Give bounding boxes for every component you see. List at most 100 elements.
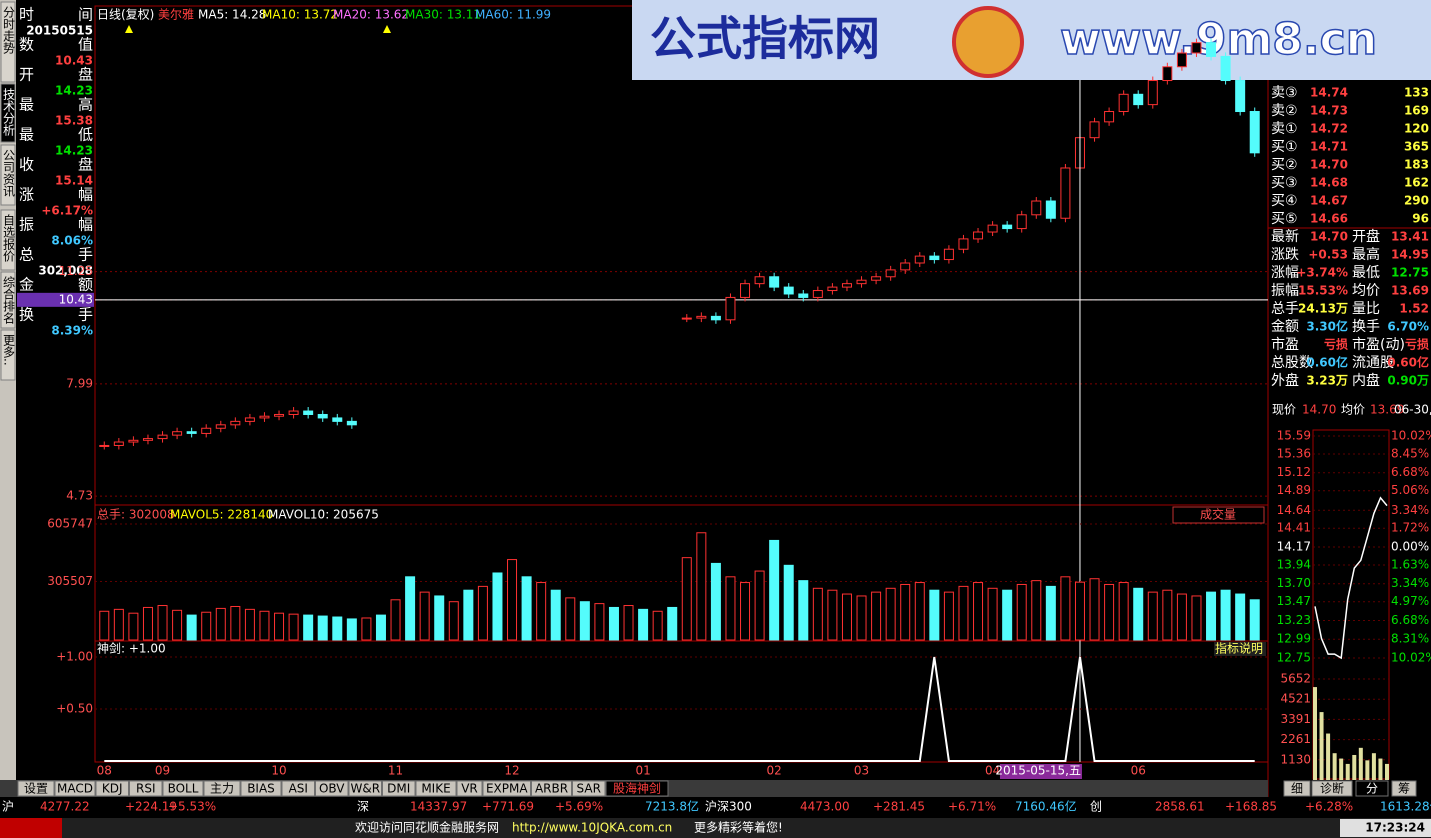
volume-bar [769,539,780,641]
volume-bar [638,608,649,641]
bottom-tab-label[interactable]: EXPMA [486,782,528,796]
volume-bar [827,589,838,641]
sidebar-tab[interactable] [0,83,16,143]
bottom-tab[interactable] [17,780,55,797]
sidebar-tab[interactable] [0,329,16,381]
candle-body [696,315,707,319]
bottom-tab-label[interactable]: 股海神剑 [613,781,661,796]
mini-tab[interactable] [1283,780,1311,797]
sidebar-tab-label[interactable]: 综合排名 [2,276,16,324]
bottom-tab[interactable] [382,780,416,797]
bottom-tab-label[interactable]: 设置 [24,782,48,796]
sidebar-tab[interactable] [0,1,16,83]
stat-value: 6.70% [1387,320,1429,334]
x-tick-label: 01 [635,764,650,778]
bottom-tab[interactable] [482,780,531,797]
bottom-tab-label[interactable]: MACD [57,782,93,796]
bottom-tab[interactable] [54,780,96,797]
order-price: 14.72 [1310,122,1348,136]
volume-bar [565,597,576,641]
footer-welcome: 欢迎访问同花顺金融服务网 [355,820,499,835]
bottom-tab[interactable] [605,780,669,797]
sidebar-tab-label[interactable]: 技术分析 [2,88,16,137]
volume-bar [1031,580,1042,641]
sidebar-tab-label[interactable]: 自选报价 [2,214,16,262]
indicator-line [104,656,1255,762]
sidebar-tab[interactable] [0,271,16,329]
mini-tab-label[interactable]: 诊断 [1320,781,1344,796]
mini-tab-label[interactable]: 细 [1291,782,1303,796]
stat-label: 均价 [1352,283,1380,299]
stat-value: 亏损 [1405,337,1429,352]
volume-bar [477,585,488,641]
cursor-date-box [999,764,1082,779]
bottom-tab[interactable] [240,780,282,797]
volume-bar [914,582,925,641]
bottom-tab[interactable] [129,780,163,797]
bottom-tab-label[interactable]: VR [461,782,478,796]
mini-tab[interactable] [1355,780,1389,797]
sidebar-tab[interactable] [0,209,16,271]
info-value: 8.39% [51,324,93,338]
bottom-tab[interactable] [348,780,382,797]
bottom-tab[interactable] [415,780,457,797]
y-tick-label: 15.12 [1277,465,1311,479]
bottom-tab[interactable] [281,780,315,797]
x-tick-label: 03 [854,764,869,778]
banner-title: 公式指标网 [650,12,880,66]
mini-tab-label[interactable]: 筹 [1398,782,1410,796]
intraday-volume-bar [1378,758,1383,780]
bottom-tab-label[interactable]: SAR [577,782,601,796]
bottom-tab-label[interactable]: ARBR [535,782,568,796]
order-label: 卖① [1271,121,1298,137]
info-label: 值 [78,36,93,54]
candle-body [1220,55,1231,82]
candle-body [303,410,314,415]
indicator-select[interactable] [1172,506,1265,524]
sidebar-tab[interactable] [0,144,16,206]
intraday-volume-bar [1365,760,1370,780]
bottom-tab-label[interactable]: KDJ [102,782,123,796]
info-label: 幅 [78,186,93,204]
candle-body [958,238,969,250]
bottom-tab-label[interactable]: BOLL [168,782,199,796]
bottom-tab-label[interactable]: BIAS [247,782,275,796]
help-box[interactable] [1214,642,1266,656]
bottom-tab[interactable] [162,780,204,797]
bottom-tab-label[interactable]: RSI [136,782,156,796]
mini-tab[interactable] [1311,780,1353,797]
volume-bar [550,589,561,641]
candle-body [1235,80,1246,113]
bottom-tab[interactable] [315,780,349,797]
footer-link[interactable]: http://www.10JQKA.com.cn [512,821,672,835]
mini-tab[interactable] [1391,780,1417,797]
indicator-select-label[interactable]: 成交量 [1200,507,1236,522]
candle-body [317,413,328,419]
pct-label: 6.68% [1391,465,1429,479]
sidebar-tab-label[interactable]: 更多.. [2,334,16,366]
stat-label: 量比 [1352,301,1380,317]
bottom-tab-label[interactable]: W&R [350,782,380,796]
y-tick-label: 10.43 [59,292,93,306]
bottom-tab[interactable] [456,780,483,797]
info-label: 时 [19,6,34,24]
bottom-tab[interactable] [95,780,129,797]
bottom-tab-label[interactable]: 主力 [210,782,234,796]
bottom-tab[interactable] [531,780,572,797]
sidebar-tab-label[interactable]: 公司资讯 [2,149,16,198]
bottom-tab-label[interactable]: ASI [289,782,308,796]
bottom-tab[interactable] [572,780,606,797]
mini-tab-label[interactable]: 分 [1366,782,1378,796]
candle-body [1206,42,1217,57]
indicator-help[interactable]: 指标说明 [1215,641,1263,656]
bottom-tab-label[interactable]: DMI [387,782,410,796]
bottom-tab[interactable] [203,780,241,797]
candle-body [1118,93,1129,113]
candle-body [1002,224,1013,230]
bottom-tab-label[interactable]: OBV [319,782,345,796]
volume-bar [652,610,663,641]
sidebar-tab-label[interactable]: 分时走势 [2,6,16,54]
bottom-tab-label[interactable]: MIKE [421,782,450,796]
